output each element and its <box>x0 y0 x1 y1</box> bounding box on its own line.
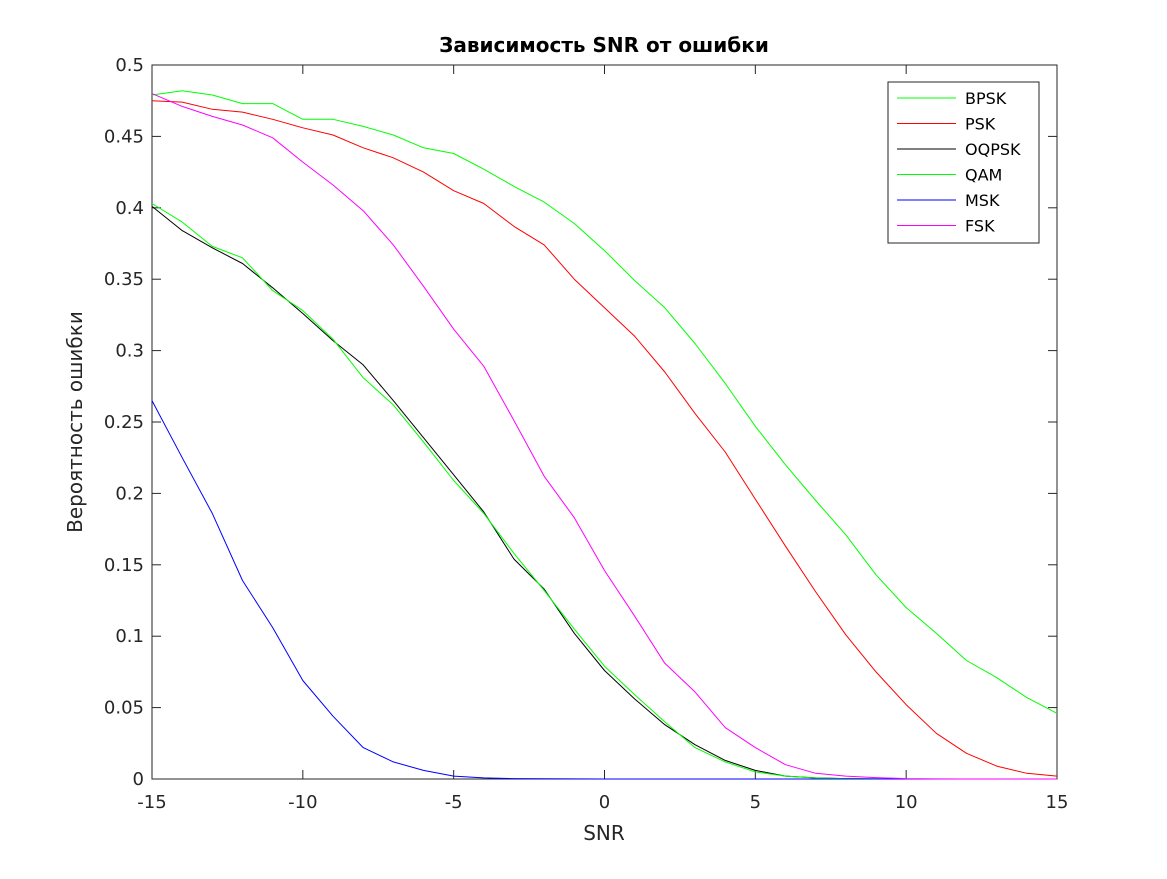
y-tick-label: 0.35 <box>104 269 144 290</box>
y-tick-label: 0.15 <box>104 555 144 576</box>
y-axis-label: Вероятность ошибки <box>63 311 87 533</box>
y-axis: 0 0.05 0.1 0.15 0.2 0.25 0.3 0.35 0.4 0.45 0.5 <box>104 55 1057 790</box>
plot-area: -15 -10 -5 0 5 10 15 0 0.05 0.1 0.15 0.2 0.25 0.3 0.3… <box>104 55 1069 813</box>
series-line-fsk <box>151 93 1057 780</box>
y-tick-label: 0.2 <box>115 483 144 504</box>
x-tick-label: 0 <box>599 792 610 813</box>
x-tick-label: 15 <box>1046 792 1069 813</box>
chart-title: Зависимость SNR от ошибки <box>439 33 769 57</box>
x-tick-label: -5 <box>445 792 463 813</box>
series-line-psk <box>151 100 1058 777</box>
y-tick-label: 0.5 <box>115 55 144 76</box>
legend-label: FSK <box>965 217 995 236</box>
legend-label: MSK <box>965 191 1000 210</box>
legend-label: BPSK <box>965 89 1007 108</box>
y-tick-label: 0.3 <box>115 341 144 362</box>
y-tick-label: 0.1 <box>115 626 144 647</box>
legend-box <box>887 81 1040 244</box>
legend[interactable]: BPSK PSK OQPSK QAM MSK FSK <box>887 81 1040 244</box>
legend-label: OQPSK <box>965 140 1021 159</box>
y-tick-label: 0.45 <box>104 126 144 147</box>
x-tick-label: -10 <box>288 792 317 813</box>
x-axis-label: SNR <box>583 821 625 845</box>
x-tick-label: -15 <box>137 792 166 813</box>
legend-label: PSK <box>965 115 996 134</box>
series-line-bpsk <box>151 90 1058 714</box>
x-tick-label: 5 <box>750 792 761 813</box>
y-tick-label: 0 <box>133 769 144 790</box>
y-tick-label: 0.25 <box>104 412 144 433</box>
legend-label: QAM <box>965 166 1002 185</box>
series-lines <box>151 90 1058 780</box>
x-tick-label: 10 <box>895 792 918 813</box>
x-axis: -15 -10 -5 0 5 10 15 <box>137 65 1068 813</box>
y-tick-label: 0.05 <box>104 698 144 719</box>
y-tick-label: 0.4 <box>115 198 144 219</box>
